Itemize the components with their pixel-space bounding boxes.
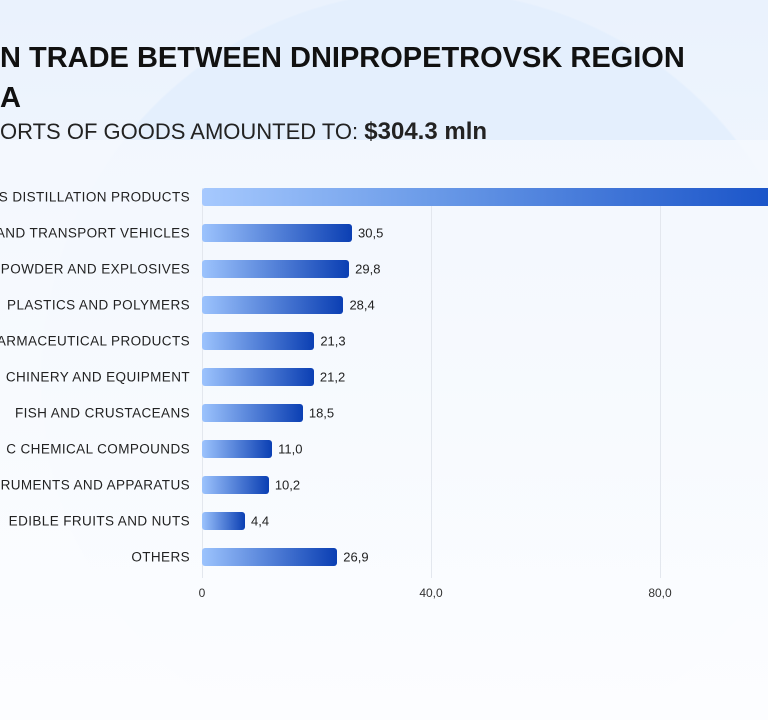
category-label: POWDER AND EXPLOSIVES: [0, 261, 190, 277]
bar: [202, 332, 315, 350]
category-label: FISH AND CRUSTACEANS: [14, 405, 190, 421]
title-line-2: A: [0, 82, 21, 114]
bar: [202, 224, 353, 242]
category-label: AND TRANSPORT VEHICLES: [0, 225, 190, 241]
x-tick-label: 80,0: [648, 586, 672, 600]
category-label: PLASTICS AND POLYMERS: [7, 297, 190, 313]
chart-panel: [0, 140, 768, 720]
value-label: 4,4: [251, 513, 270, 529]
bar: [202, 440, 273, 458]
category-label: C CHEMICAL COMPOUNDS: [6, 441, 190, 457]
title-line-1: N TRADE BETWEEN DNIPROPETROVSK REGION: [0, 42, 685, 74]
total-value: $304.3 mln: [364, 118, 488, 145]
bar: [202, 476, 269, 494]
value-label: 10,2: [274, 477, 301, 493]
category-label: OTHERS: [131, 549, 190, 565]
bar: [202, 368, 314, 386]
bar: [202, 188, 768, 206]
value-label: 11,0: [278, 441, 303, 457]
value-label: 18,5: [308, 405, 335, 421]
value-label: 21,2: [319, 369, 346, 385]
bar: [202, 296, 344, 314]
value-label: 28,4: [349, 297, 375, 313]
value-label: 29,8: [355, 261, 381, 277]
gridline: [431, 188, 432, 578]
bar: [202, 260, 350, 278]
category-label: EDIBLE FRUITS AND NUTS: [8, 513, 190, 529]
category-label: CHINERY AND EQUIPMENT: [5, 369, 190, 385]
bar: [202, 404, 303, 422]
value-label: 30,5: [358, 225, 384, 241]
category-label: S DISTILLATION PRODUCTS: [0, 189, 190, 205]
value-label: 26,9: [343, 549, 369, 565]
subtitle: ORTS OF GOODS AMOUNTED TO: $304.3 mln: [0, 118, 487, 146]
x-tick-label: 0: [198, 586, 206, 600]
x-tick-label: 40,0: [419, 586, 443, 600]
bar: [202, 512, 246, 530]
category-label: RUMENTS AND APPARATUS: [0, 477, 190, 493]
category-label: ARMACEUTICAL PRODUCTS: [0, 333, 190, 349]
gridline: [660, 188, 661, 578]
bar: [202, 548, 338, 566]
chart-title: N TRADE BETWEEN DNIPROPETROVSK REGION A: [0, 38, 768, 118]
subtitle-text: ORTS OF GOODS AMOUNTED TO:: [0, 119, 359, 144]
value-label: 21,3: [320, 333, 346, 349]
